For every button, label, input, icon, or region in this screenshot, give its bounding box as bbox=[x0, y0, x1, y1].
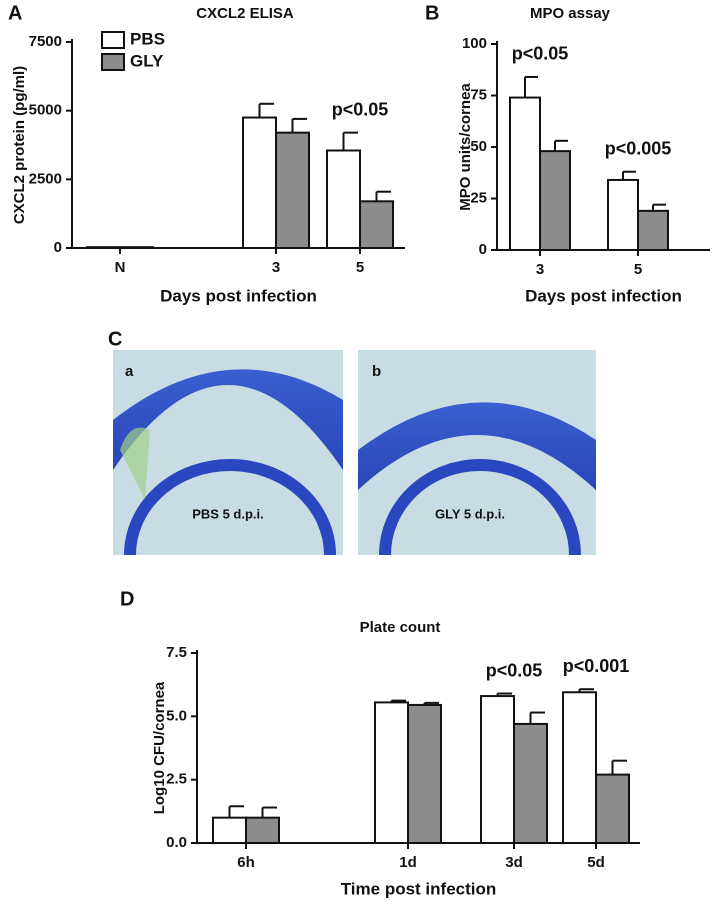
y-tick-label: 0.0 bbox=[166, 834, 187, 851]
bar bbox=[245, 816, 280, 845]
x-tick-label: 5d bbox=[587, 854, 605, 871]
tissue-area bbox=[120, 427, 150, 500]
panel-letter: B bbox=[425, 2, 439, 24]
bar bbox=[562, 691, 597, 844]
x-axis-label: Days post infection bbox=[525, 286, 682, 305]
x-tick-label: 1d bbox=[399, 854, 417, 871]
x-tick-label: 5 bbox=[356, 259, 364, 276]
bar bbox=[480, 695, 515, 844]
image-letter: b bbox=[372, 363, 381, 380]
y-tick-label: 100 bbox=[462, 35, 487, 52]
annotation: p<0.05 bbox=[332, 99, 389, 119]
annotation: p<0.001 bbox=[563, 656, 630, 676]
bar bbox=[359, 200, 394, 250]
y-tick-label: 75 bbox=[470, 86, 487, 103]
image-caption: PBS 5 d.p.i. bbox=[192, 506, 264, 521]
legend-label: GLY bbox=[130, 51, 164, 70]
y-tick-label: 50 bbox=[470, 138, 487, 155]
y-axis-label: Log10 CFU/cornea bbox=[151, 681, 168, 814]
chart-title: CXCL2 ELISA bbox=[196, 5, 294, 22]
x-tick-label: 5 bbox=[634, 261, 642, 278]
bar bbox=[509, 96, 541, 251]
panel-c: C a b PBS 5 d.p.i. GLY 5 d.p.i. bbox=[108, 328, 596, 556]
bar bbox=[242, 116, 277, 249]
y-tick-label: 7500 bbox=[29, 33, 62, 50]
x-axis-label: Days post infection bbox=[160, 286, 317, 305]
bar bbox=[374, 701, 409, 845]
y-tick-label: 5.0 bbox=[166, 707, 187, 724]
x-tick-label: 3d bbox=[505, 854, 523, 871]
y-tick-label: 0 bbox=[479, 241, 487, 258]
chart-title: MPO assay bbox=[530, 5, 611, 22]
y-tick-label: 7.5 bbox=[166, 644, 187, 661]
bar bbox=[86, 246, 121, 249]
bar bbox=[637, 209, 669, 251]
tissue bbox=[113, 369, 343, 470]
x-tick-label: 3 bbox=[272, 259, 280, 276]
y-tick-label: 2.5 bbox=[166, 771, 187, 788]
annotation: p<0.005 bbox=[605, 138, 672, 158]
bar bbox=[119, 246, 154, 249]
tissue bbox=[358, 402, 596, 490]
panel-letter: C bbox=[108, 328, 122, 350]
image-caption: GLY 5 d.p.i. bbox=[435, 506, 505, 521]
bar bbox=[275, 131, 310, 249]
y-axis-label: CXCL2 protein (pg/ml) bbox=[11, 66, 28, 224]
x-axis-label: Time post infection bbox=[341, 879, 497, 898]
lens-ring bbox=[379, 459, 581, 556]
legend-swatch bbox=[101, 53, 125, 71]
bar bbox=[607, 178, 639, 252]
lens-ring bbox=[124, 459, 336, 556]
annotation: p<0.05 bbox=[512, 44, 569, 64]
bar bbox=[513, 722, 548, 845]
y-axis-label: MPO units/cornea bbox=[457, 83, 474, 211]
x-tick-label: 6h bbox=[237, 854, 255, 871]
x-tick-label: 3 bbox=[536, 261, 544, 278]
panel-letter: A bbox=[8, 2, 22, 24]
bar bbox=[326, 149, 361, 249]
legend-swatch bbox=[101, 31, 125, 49]
y-tick-label: 5000 bbox=[29, 102, 62, 119]
image-letter: a bbox=[125, 363, 134, 380]
bar bbox=[539, 150, 571, 251]
y-tick-label: 0 bbox=[54, 239, 62, 256]
y-tick-label: 25 bbox=[470, 189, 487, 206]
x-tick-label: N bbox=[115, 259, 126, 276]
annotation: p<0.05 bbox=[486, 660, 543, 680]
legend-label: PBS bbox=[130, 29, 165, 48]
chart-title: Plate count bbox=[360, 619, 441, 636]
y-tick-label: 2500 bbox=[29, 170, 62, 187]
bar bbox=[407, 703, 442, 845]
panel-letter: D bbox=[120, 588, 134, 610]
bar bbox=[212, 816, 247, 845]
bar bbox=[595, 773, 630, 844]
